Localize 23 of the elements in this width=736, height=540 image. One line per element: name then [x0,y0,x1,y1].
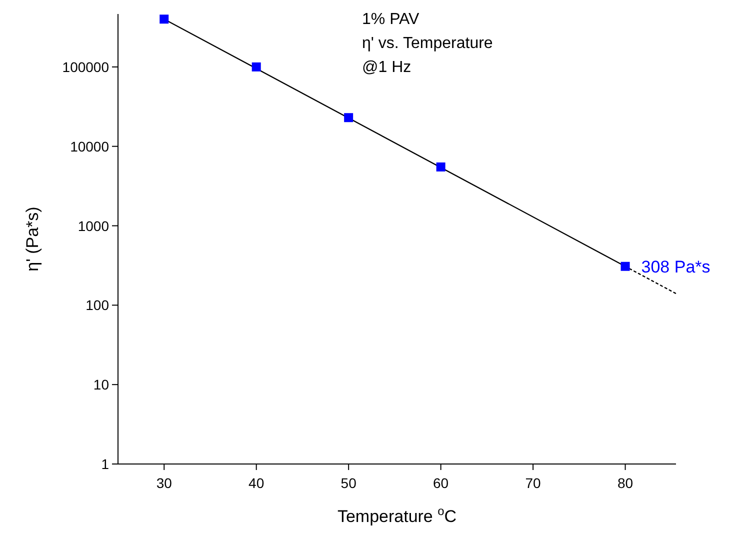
x-tick-label: 60 [433,475,449,491]
y-tick-label: 100000 [62,58,110,75]
point [160,14,169,24]
y-tick-label: 1 [101,456,110,472]
annotation: @1 Hz [362,59,412,76]
x-tick-label: 70 [525,475,542,491]
y-tick-label: 1000 [78,218,110,234]
x-tick-label: 50 [340,475,357,491]
x-tick-label: 30 [156,475,172,491]
point [436,162,446,172]
y-axis-title: η' (Pa*s) [23,206,42,272]
point [620,262,630,271]
y-tick-label: 100 [86,297,110,314]
x-axis-title: Temperature $^{o}$C [337,504,457,526]
x-tick-label: 80 [617,475,634,491]
text: η' vs. Temperature [362,35,493,52]
x-tick-label: 40 [248,475,264,491]
y-tick-label: 10 [93,376,110,393]
point [252,62,261,72]
chart-title: 1% PAV [362,11,420,28]
annotation: 308 Pa*s [641,257,710,276]
y-tick-label: 10000 [70,138,110,154]
point [344,113,354,122]
